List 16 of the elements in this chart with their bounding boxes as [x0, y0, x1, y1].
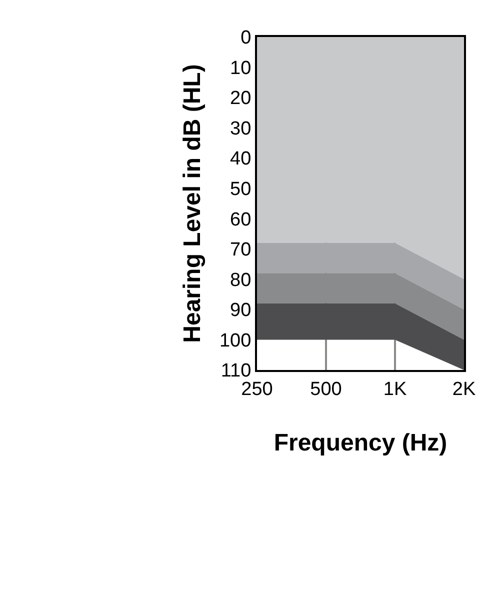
y-tick-label: 60 — [230, 209, 252, 230]
y-tick-label: 10 — [230, 58, 252, 79]
y-tick-label: 90 — [230, 300, 252, 322]
y-tick-label: 100 — [219, 330, 252, 352]
x-tick-label: 2K — [452, 378, 476, 400]
x-tick-label: 1K — [383, 378, 407, 400]
y-axis-title: Hearing Level in dB (HL) — [179, 64, 206, 343]
y-tick-label: 0 — [240, 28, 252, 49]
y-tick-label: 50 — [230, 179, 252, 200]
y-tick-label: 40 — [230, 148, 252, 170]
y-tick-label: 30 — [230, 118, 252, 140]
y-tick-label: 20 — [230, 88, 252, 110]
y-tick-label: 70 — [230, 240, 252, 261]
y-tick-label: 80 — [230, 270, 252, 291]
x-axis-title: Frequency (Hz) — [274, 430, 448, 457]
x-tick-label: 500 — [310, 378, 342, 400]
